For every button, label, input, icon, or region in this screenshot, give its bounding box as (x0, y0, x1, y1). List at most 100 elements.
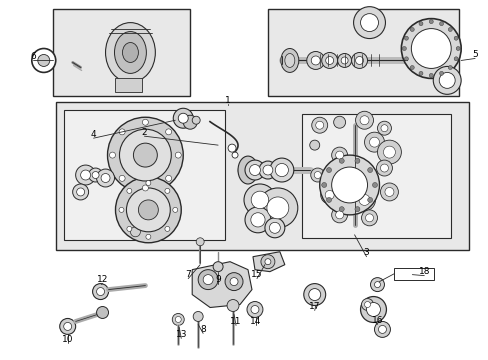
Circle shape (326, 197, 331, 202)
Circle shape (175, 316, 181, 323)
Circle shape (246, 302, 263, 318)
Circle shape (164, 188, 169, 193)
Circle shape (453, 57, 457, 61)
Circle shape (364, 132, 384, 152)
Circle shape (164, 226, 169, 231)
Bar (114, 78, 142, 92)
Circle shape (142, 185, 148, 191)
Circle shape (378, 325, 386, 333)
Circle shape (173, 108, 193, 128)
Circle shape (360, 14, 378, 32)
Circle shape (263, 165, 272, 175)
Circle shape (119, 175, 125, 181)
Circle shape (331, 147, 347, 163)
Circle shape (133, 143, 157, 167)
Circle shape (145, 180, 151, 185)
Circle shape (244, 207, 270, 233)
Circle shape (96, 169, 114, 187)
Circle shape (309, 140, 319, 150)
Circle shape (360, 297, 386, 323)
Circle shape (96, 306, 108, 319)
Circle shape (383, 146, 395, 158)
Circle shape (361, 298, 373, 310)
Circle shape (310, 56, 320, 65)
Circle shape (358, 194, 369, 206)
Circle shape (275, 163, 288, 177)
Circle shape (372, 183, 377, 188)
Text: 8: 8 (200, 325, 205, 334)
Circle shape (418, 22, 422, 26)
Circle shape (380, 125, 387, 132)
Circle shape (251, 191, 268, 209)
Circle shape (335, 211, 343, 219)
Circle shape (351, 53, 367, 68)
Circle shape (119, 207, 124, 212)
Text: 18: 18 (418, 267, 429, 276)
Circle shape (73, 184, 88, 200)
Text: 7: 7 (185, 270, 191, 279)
Circle shape (269, 222, 280, 233)
Circle shape (38, 54, 50, 67)
Circle shape (138, 200, 158, 220)
Circle shape (331, 207, 347, 223)
Circle shape (367, 167, 372, 172)
Circle shape (183, 115, 197, 129)
Circle shape (337, 54, 351, 67)
Circle shape (353, 189, 375, 211)
Circle shape (172, 314, 184, 325)
Circle shape (333, 116, 345, 128)
Circle shape (315, 121, 323, 129)
Circle shape (367, 197, 372, 202)
Ellipse shape (280, 49, 298, 72)
Circle shape (374, 321, 389, 337)
Circle shape (165, 129, 171, 135)
Circle shape (409, 27, 413, 31)
Circle shape (384, 188, 393, 197)
Circle shape (325, 190, 333, 199)
Circle shape (326, 167, 331, 172)
Circle shape (355, 57, 363, 64)
Circle shape (107, 117, 183, 193)
Circle shape (115, 177, 181, 243)
Circle shape (109, 152, 115, 158)
Circle shape (311, 117, 327, 133)
Circle shape (264, 218, 285, 238)
Circle shape (404, 36, 407, 40)
Circle shape (325, 57, 333, 64)
Circle shape (60, 319, 76, 334)
Circle shape (264, 259, 270, 265)
Ellipse shape (105, 23, 155, 82)
Circle shape (331, 167, 367, 203)
Circle shape (306, 51, 324, 69)
Circle shape (439, 71, 443, 75)
Circle shape (339, 158, 344, 163)
Bar (267, 9, 458, 96)
Text: 1: 1 (225, 96, 230, 105)
Circle shape (165, 175, 171, 181)
Text: 4: 4 (91, 130, 96, 139)
Circle shape (377, 140, 401, 164)
Circle shape (355, 111, 373, 129)
Ellipse shape (285, 54, 294, 67)
Text: 16: 16 (371, 316, 383, 325)
Circle shape (455, 46, 459, 50)
Circle shape (101, 174, 110, 183)
Circle shape (370, 278, 384, 292)
Ellipse shape (122, 42, 138, 62)
Circle shape (258, 188, 297, 228)
Circle shape (192, 116, 200, 124)
Circle shape (213, 262, 223, 272)
Circle shape (339, 207, 344, 212)
Bar (56, 102, 468, 250)
Circle shape (428, 73, 432, 77)
Circle shape (319, 155, 379, 215)
Text: 3: 3 (363, 248, 368, 257)
Circle shape (178, 113, 188, 123)
Circle shape (321, 53, 337, 68)
Circle shape (428, 20, 432, 24)
Circle shape (359, 116, 368, 125)
Text: 5: 5 (471, 50, 477, 59)
Bar (301, 114, 450, 238)
Circle shape (196, 238, 203, 246)
Circle shape (320, 186, 338, 204)
